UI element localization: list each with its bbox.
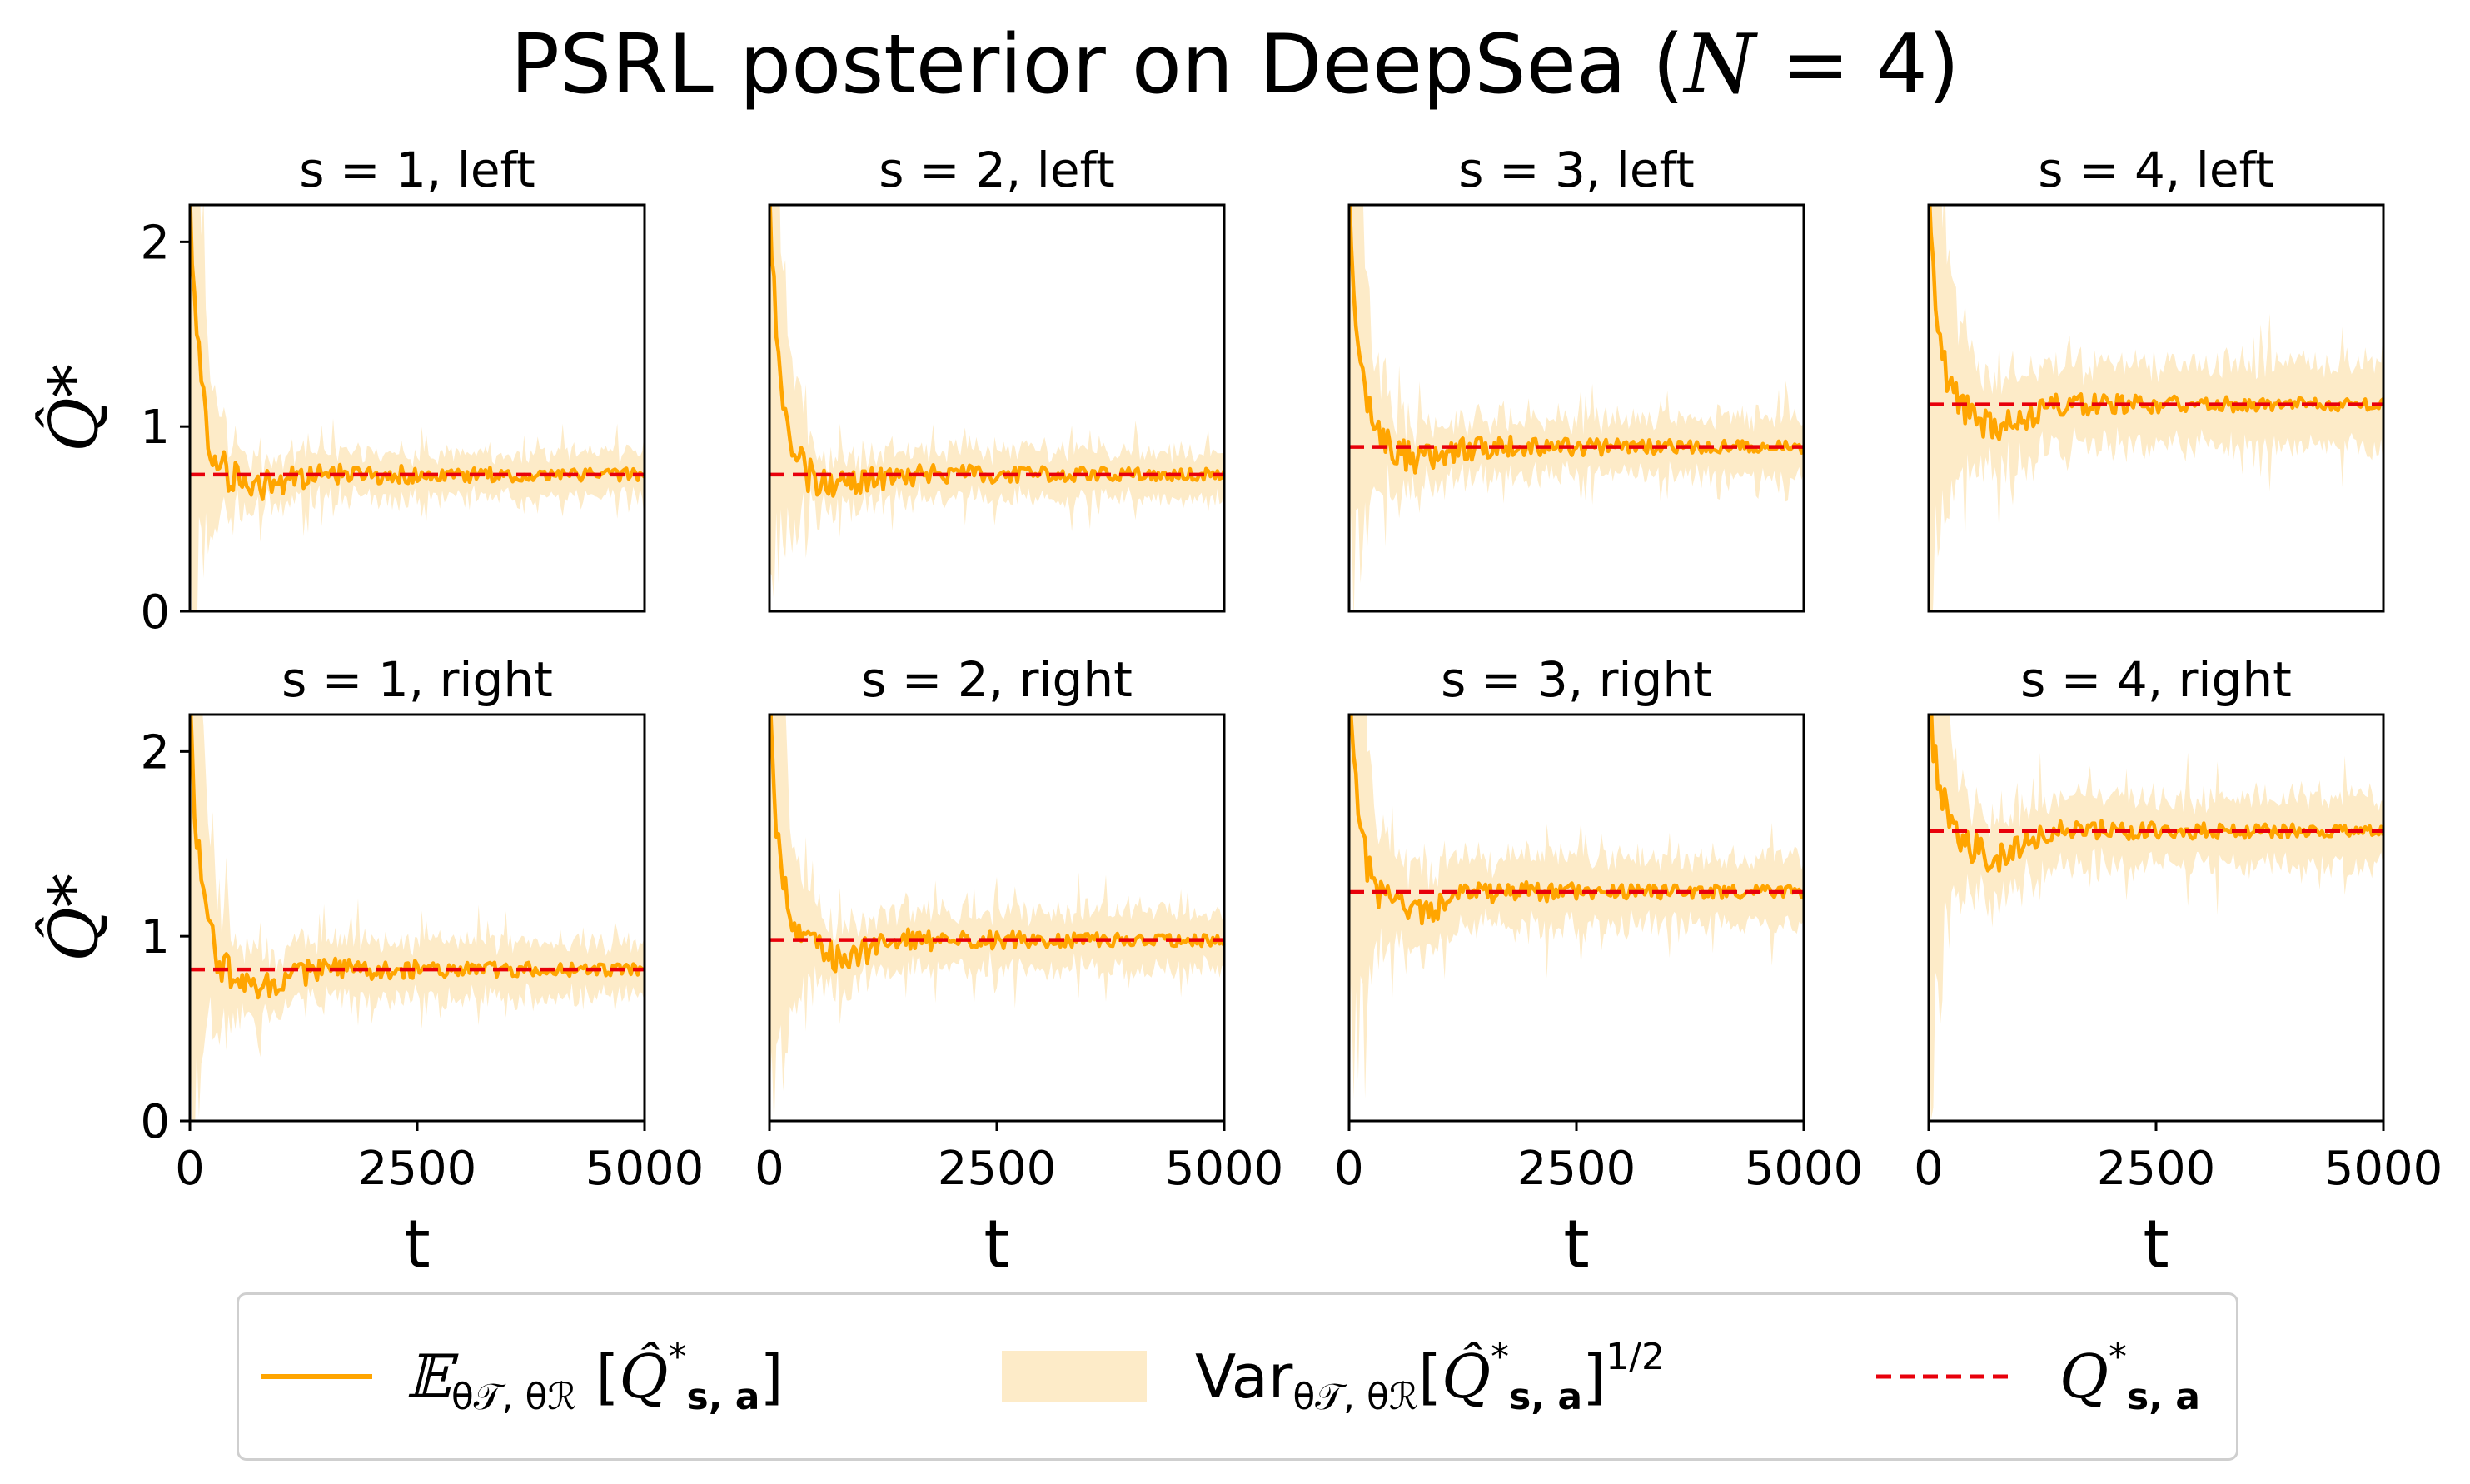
legend-label-std: Varθ𝒯, θℛ[Q̂*s, a]1/2: [1195, 1335, 1665, 1418]
panel-7: s = 3, right 0 2500 5000 t: [1334, 651, 1864, 1283]
mean-line: [190, 205, 645, 501]
legend-label-mean: 𝔼θ𝒯, θℛ [Q̂*s, a]: [406, 1335, 784, 1418]
panel-title: s = 4, left: [2038, 142, 2273, 198]
x-tick-label: 5000: [585, 1142, 705, 1196]
axes-frame: [1927, 713, 2385, 1123]
y-tick-label: 0: [140, 1095, 170, 1149]
axes-frame: [1347, 203, 1805, 613]
title-prefix: PSRL posterior on DeepSea (: [510, 17, 1685, 112]
x-tick-label: 2500: [358, 1142, 477, 1196]
panel-title: s = 3, left: [1458, 142, 1694, 198]
legend-swatch-mean: [261, 1374, 372, 1379]
x-tick-label: 0: [1914, 1142, 1944, 1196]
panel-6: s = 2, right 0 2500 5000 t: [754, 651, 1284, 1283]
mean-line: [769, 715, 1224, 974]
legend-label-truth: Q*s, a: [2059, 1335, 2200, 1418]
y-axis-label: Q̂*: [33, 874, 112, 962]
y-tick-label: 1: [140, 910, 170, 964]
x-axis-label: t: [1563, 1206, 1589, 1283]
mean-line: [1349, 205, 1804, 475]
legend-item-std: Varθ𝒯, θℛ[Q̂*s, a]1/2: [1002, 1295, 1665, 1458]
x-axis-label: t: [404, 1206, 430, 1283]
mean-line: [1929, 715, 2383, 873]
panel-2: s = 2, left: [768, 142, 1226, 613]
x-tick-label: 2500: [2097, 1142, 2216, 1196]
axes-frame: [188, 203, 646, 613]
x-axis-label: t: [984, 1206, 1009, 1283]
legend-item-mean: 𝔼θ𝒯, θℛ [Q̂*s, a]: [261, 1295, 784, 1458]
std-band: [769, 205, 1224, 603]
panel-title: s = 3, right: [1441, 651, 1712, 708]
x-tick-label: 0: [175, 1142, 205, 1196]
x-tick-label: 5000: [1165, 1142, 1284, 1196]
panel-title: s = 2, right: [861, 651, 1133, 708]
x-tick-label: 5000: [1745, 1142, 1864, 1196]
y-axis-label: Q̂*: [33, 364, 112, 452]
panel-title: s = 1, right: [281, 651, 553, 708]
panel-title: s = 4, right: [2020, 651, 2292, 708]
title-suffix: = 4): [1755, 17, 1960, 112]
legend-item-truth: Q*s, a: [1876, 1295, 2200, 1458]
legend-swatch-truth: [1876, 1374, 2009, 1379]
std-band: [1929, 205, 2383, 611]
figure-title: PSRL posterior on DeepSea (N = 4): [0, 15, 2470, 115]
axes-frame: [188, 713, 646, 1123]
std-band: [190, 205, 645, 611]
panel-1: s = 1, left 0 1 2 Q̂*: [33, 142, 646, 640]
legend: 𝔼θ𝒯, θℛ [Q̂*s, a] Varθ𝒯, θℛ[Q̂*s, a]1/2 …: [237, 1292, 2238, 1461]
x-tick-label: 2500: [938, 1142, 1057, 1196]
mean-line: [190, 715, 645, 1000]
x-tick-label: 2500: [1517, 1142, 1636, 1196]
panel-5: s = 1, right 0 1 2 Q̂* 0 2500 5000 t: [33, 651, 705, 1283]
std-band: [1349, 205, 1804, 611]
y-tick-label: 1: [140, 401, 170, 455]
panel-8: s = 4, right 0 2500 5000 t: [1914, 651, 2443, 1283]
y-tick-label: 0: [140, 585, 170, 640]
x-tick-label: 5000: [2324, 1142, 2443, 1196]
legend-swatch-std: [1002, 1351, 1147, 1402]
y-tick-label: 2: [140, 216, 170, 270]
x-axis-label: t: [2143, 1206, 2169, 1283]
std-band: [769, 715, 1224, 1121]
x-tick-label: 0: [754, 1142, 784, 1196]
std-band: [1349, 715, 1804, 1121]
mean-line: [769, 205, 1224, 498]
x-tick-label: 0: [1334, 1142, 1364, 1196]
axes-frame: [1927, 203, 2385, 613]
panel-4: s = 4, left: [1927, 142, 2385, 613]
std-band: [1929, 715, 2383, 1121]
panel-title: s = 2, left: [879, 142, 1114, 198]
title-var: N: [1684, 17, 1756, 112]
axes-frame: [768, 203, 1226, 613]
panel-title: s = 1, left: [299, 142, 535, 198]
panel-3: s = 3, left: [1347, 142, 1805, 613]
y-tick-label: 2: [140, 725, 170, 779]
